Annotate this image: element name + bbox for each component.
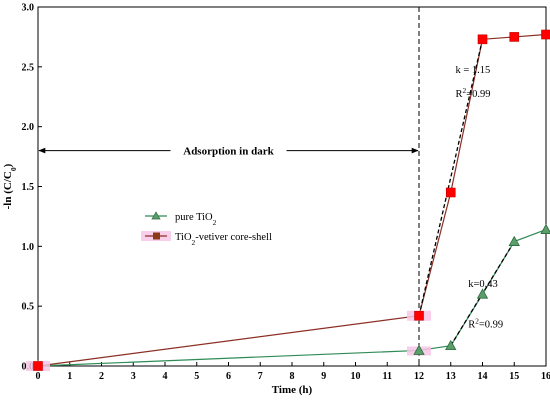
legend-label-pure: pure TiO2 bbox=[175, 212, 217, 227]
y-axis-title: -ln (C/C0) bbox=[2, 163, 18, 209]
y-tick-label: 1.5 bbox=[22, 182, 35, 193]
data-point-pure-tio2 bbox=[508, 235, 520, 246]
data-point-pure-tio2 bbox=[476, 288, 489, 299]
data-point-core-shell bbox=[445, 187, 456, 198]
y-tick-label: 2.5 bbox=[22, 62, 35, 73]
legend-marker-core-shell bbox=[153, 232, 160, 240]
x-tick-label: 10 bbox=[351, 371, 361, 382]
y-tick-label: 2.0 bbox=[22, 122, 35, 133]
data-point-core-shell bbox=[541, 29, 550, 40]
axis-tick-labels: 0123456789101112131415160.00.51.01.52.02… bbox=[22, 3, 550, 383]
x-tick-label: 1 bbox=[67, 371, 72, 382]
x-tick-label: 16 bbox=[541, 371, 550, 382]
x-tick-label: 9 bbox=[321, 371, 326, 382]
r-squared-core-shell: R2=0.99 bbox=[456, 85, 491, 100]
legend-marker-pure bbox=[151, 211, 161, 220]
adsorption-label: Adsorption in dark bbox=[183, 146, 274, 158]
x-tick-label: 6 bbox=[226, 371, 231, 382]
legend-label-core-shell: TiO2-vetiver core-shell bbox=[175, 232, 272, 247]
x-tick-label: 7 bbox=[258, 371, 263, 382]
x-tick-label: 3 bbox=[131, 371, 136, 382]
rate-constant-core-shell: k = 1.15 bbox=[456, 65, 491, 76]
data-point-core-shell bbox=[477, 34, 488, 45]
x-tick-label: 4 bbox=[163, 371, 168, 382]
data-point-core-shell bbox=[33, 361, 43, 371]
series-layer bbox=[37, 33, 547, 367]
fit-lines bbox=[418, 39, 515, 346]
data-markers bbox=[26, 29, 550, 371]
data-point-pure-tio2 bbox=[540, 223, 550, 234]
y-tick-label: 0.5 bbox=[22, 302, 35, 313]
x-tick-label: 8 bbox=[290, 371, 295, 382]
legend: pure TiO2 TiO2-vetiver core-shell bbox=[141, 211, 272, 247]
rate-constant-pure: k=0.43 bbox=[468, 279, 498, 290]
y-tick-label: 3.0 bbox=[22, 3, 35, 14]
y-tick-label: 1.0 bbox=[22, 242, 35, 253]
adsorption-label-background bbox=[170, 143, 287, 158]
data-point-core-shell bbox=[414, 310, 424, 321]
x-tick-label: 11 bbox=[383, 371, 392, 382]
x-tick-label: 5 bbox=[194, 371, 199, 382]
plot-frame bbox=[37, 6, 547, 367]
data-point-pure-tio2 bbox=[445, 339, 457, 351]
x-tick-label: 2 bbox=[99, 371, 104, 382]
series-line-core-shell bbox=[37, 33, 547, 367]
x-tick-label: 13 bbox=[446, 371, 456, 382]
x-axis-title: Time (h) bbox=[272, 384, 313, 396]
axis-ticks bbox=[37, 6, 547, 367]
r-squared-pure: R2=0.99 bbox=[468, 316, 503, 331]
x-tick-label: 15 bbox=[509, 371, 519, 382]
x-tick-label: 12 bbox=[414, 371, 424, 382]
fit-line-core-shell bbox=[418, 39, 484, 316]
x-tick-label: 0 bbox=[36, 371, 41, 382]
data-point-core-shell bbox=[509, 32, 520, 42]
series-line-pure-tio2 bbox=[37, 229, 547, 367]
data-point-pure-tio2 bbox=[413, 344, 425, 355]
x-tick-label: 14 bbox=[478, 371, 488, 382]
